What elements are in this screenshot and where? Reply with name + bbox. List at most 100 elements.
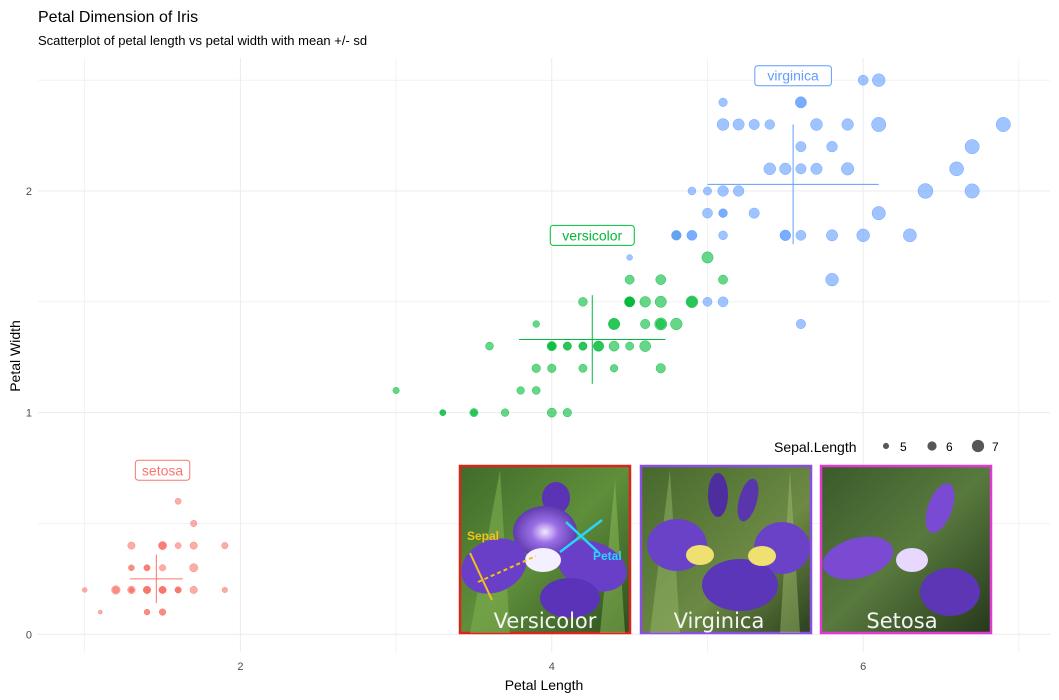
- data-point-setosa: [189, 541, 198, 550]
- x-tick-label: 2: [237, 661, 243, 673]
- species-label-text: versicolor: [562, 227, 622, 243]
- data-point-versicolor: [639, 296, 651, 308]
- data-point-versicolor: [532, 320, 540, 328]
- y-tick-label: 0: [26, 629, 32, 641]
- data-point-versicolor: [608, 318, 620, 330]
- data-point-versicolor: [500, 408, 510, 417]
- data-point-setosa: [127, 541, 136, 550]
- data-point-virginica: [702, 207, 713, 219]
- data-point-setosa: [128, 565, 134, 571]
- sepal-annotation: Sepal: [467, 529, 499, 543]
- data-point-virginica: [794, 96, 807, 109]
- species-label-box: [134, 459, 191, 481]
- data-point-virginica: [795, 230, 807, 241]
- data-point-versicolor: [593, 340, 604, 352]
- data-point-setosa: [158, 541, 167, 550]
- species-label-versicolor: versicolor: [549, 224, 635, 246]
- y-axis-label: Petal Width: [7, 320, 23, 392]
- data-point-virginica: [717, 185, 729, 197]
- x-tick-label: 4: [549, 661, 555, 673]
- chart-title: Petal Dimension of Iris: [38, 9, 198, 26]
- data-point-virginica: [871, 206, 886, 221]
- legend-symbol: [882, 442, 890, 450]
- data-point-virginica: [872, 73, 886, 87]
- data-point-versicolor: [670, 317, 683, 331]
- data-point-versicolor: [562, 341, 572, 351]
- data-point-versicolor: [608, 340, 620, 352]
- data-point-virginica: [732, 118, 745, 131]
- data-point-virginica: [718, 230, 728, 241]
- species-label-text: virginica: [767, 68, 819, 84]
- data-point-versicolor: [546, 407, 557, 418]
- data-point-setosa: [143, 564, 150, 571]
- data-point-versicolor: [578, 363, 588, 373]
- data-point-versicolor: [392, 386, 400, 394]
- data-point-virginica: [964, 183, 980, 199]
- setosa-photo: Setosa: [819, 464, 993, 635]
- data-point-setosa: [189, 586, 198, 594]
- data-point-versicolor: [624, 274, 635, 285]
- data-point-virginica: [917, 183, 934, 199]
- data-point-versicolor: [625, 341, 635, 351]
- chart-subtitle: Scatterplot of petal length vs petal wid…: [38, 33, 367, 48]
- species-label-setosa: setosa: [134, 459, 191, 481]
- data-point-virginica: [764, 119, 775, 130]
- data-point-virginica: [826, 229, 838, 242]
- data-point-virginica: [703, 186, 712, 196]
- petal-annotation: Petal: [593, 549, 622, 563]
- data-point-setosa: [174, 586, 182, 594]
- data-point-versicolor: [578, 297, 588, 307]
- data-point-virginica: [964, 139, 980, 155]
- data-point-setosa: [98, 609, 103, 615]
- data-point-setosa: [143, 586, 151, 594]
- y-tick-label: 1: [26, 408, 32, 420]
- data-point-versicolor: [718, 274, 728, 285]
- legend-symbol: [927, 441, 937, 451]
- data-point-setosa: [112, 586, 120, 594]
- data-point-virginica: [795, 318, 806, 329]
- legend-symbol: [971, 439, 985, 453]
- data-point-versicolor: [578, 341, 588, 351]
- data-point-versicolor: [655, 363, 666, 374]
- data-point-virginica: [671, 230, 682, 241]
- data-point-versicolor: [639, 340, 651, 352]
- data-point-versicolor: [531, 386, 541, 395]
- legend: Sepal.Length 5 6 7: [774, 439, 999, 455]
- data-point-setosa: [158, 586, 167, 594]
- mean-sd-crosshairs: [129, 124, 879, 604]
- data-point-setosa: [221, 586, 228, 593]
- data-point-versicolor: [654, 295, 667, 308]
- data-point-setosa: [129, 587, 134, 593]
- data-point-virginica: [779, 229, 791, 241]
- data-point-virginica: [748, 119, 760, 130]
- data-point-virginica: [717, 296, 729, 308]
- data-point-virginica: [763, 162, 776, 176]
- data-point-setosa: [174, 497, 182, 505]
- data-point-virginica: [716, 118, 730, 131]
- data-point-versicolor: [531, 363, 541, 373]
- data-point-versicolor: [562, 408, 572, 418]
- species-label-box: [549, 224, 635, 246]
- data-point-virginica: [826, 141, 838, 153]
- data-point-virginica: [748, 207, 760, 219]
- data-point-setosa: [159, 564, 167, 572]
- legend-entry-label: 6: [946, 440, 953, 454]
- virginica-photo: Virginica: [639, 464, 813, 635]
- legend-entry-label: 7: [992, 440, 999, 454]
- data-point-setosa: [174, 542, 182, 549]
- data-point-versicolor: [640, 318, 651, 329]
- data-point-virginica: [825, 272, 839, 287]
- data-point-virginica: [995, 117, 1011, 132]
- data-point-setosa: [190, 519, 198, 527]
- data-point-virginica: [841, 162, 855, 176]
- data-point-virginica: [841, 118, 854, 131]
- data-point-setosa: [81, 587, 88, 593]
- species-label-box: [754, 65, 832, 87]
- data-point-setosa: [143, 608, 151, 616]
- data-point-versicolor: [625, 297, 634, 306]
- data-point-versicolor: [547, 342, 556, 351]
- data-point-virginica: [718, 97, 728, 107]
- versicolor-photo: Sepal Petal Versicolor: [458, 464, 632, 635]
- y-tick-label: 2: [26, 186, 32, 198]
- data-point-setosa: [189, 563, 199, 573]
